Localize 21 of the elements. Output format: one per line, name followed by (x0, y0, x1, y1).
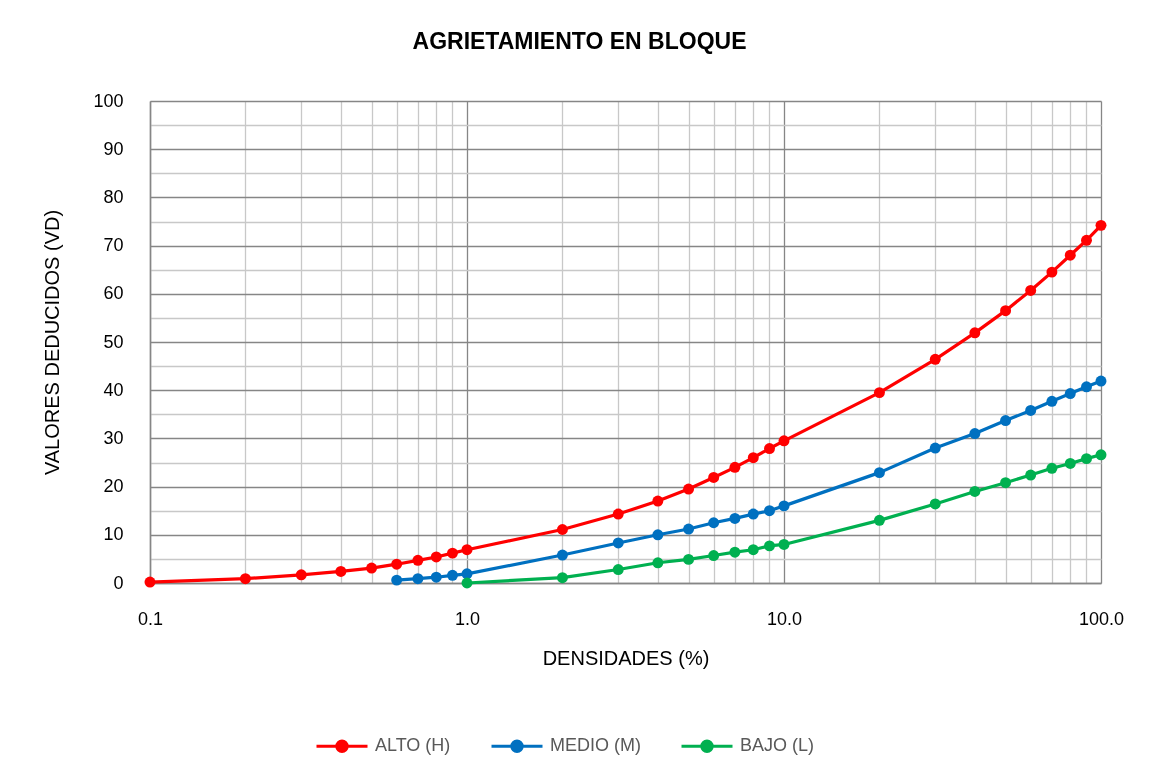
x-tick-label: 1.0 (454, 608, 481, 629)
y-tick-label: 30 (103, 427, 124, 448)
y-tick-label: 100 (93, 90, 124, 111)
x-tick-label: 0.1 (137, 608, 164, 629)
y-tick-label: 70 (103, 235, 124, 256)
y-tick-label: 20 (103, 476, 124, 497)
y-tick-label: 90 (103, 138, 124, 159)
y-tick-label: 0 (113, 572, 124, 593)
legend-label: MEDIO (M) (550, 735, 641, 756)
y-tick-label: 40 (103, 379, 124, 400)
x-tick-label: 100.0 (1078, 608, 1125, 629)
y-axis-title: VALORES DEDUCIDOS (VD) (41, 209, 64, 476)
y-tick-label: 60 (103, 283, 124, 304)
legend-label: ALTO (H) (375, 735, 451, 756)
chart-title: AGRIETAMIENTO EN BLOQUE (412, 28, 747, 54)
y-tick-label: 50 (103, 331, 124, 352)
y-tick-label: 10 (103, 524, 124, 545)
x-axis-title: DENSIDADES (%) (542, 646, 710, 669)
legend-label: BAJO (L) (740, 735, 815, 756)
y-tick-label: 80 (103, 186, 124, 207)
x-tick-label: 10.0 (766, 608, 803, 629)
